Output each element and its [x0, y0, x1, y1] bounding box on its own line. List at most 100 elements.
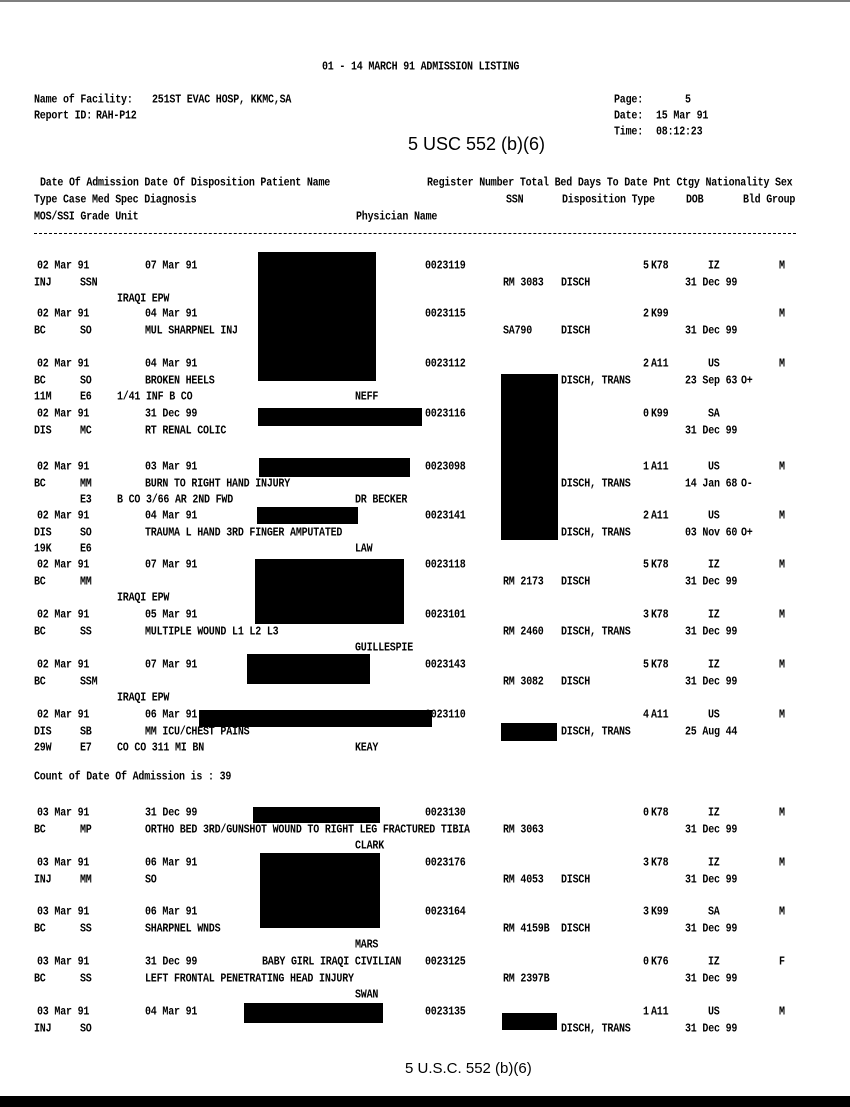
record-bld-group: O- [741, 477, 753, 491]
record-diagnosis: BURN TO RIGHT HAND INJURY [145, 477, 291, 491]
record-bed-days: 0 [643, 807, 649, 821]
record-nationality: US [708, 1006, 720, 1020]
record-diagnosis: LEFT FRONTAL PENETRATING HEAD INJURY [145, 972, 354, 986]
record-type: INJ [34, 276, 52, 290]
record-disposition-type: DISCH, TRANS [561, 725, 631, 739]
redaction-block [501, 374, 558, 540]
record-case-med-spec: MM [80, 575, 92, 589]
record-sex: M [779, 559, 785, 573]
col-header-line1: Date Of Admission Date Of Disposition Pa… [40, 177, 331, 191]
record-physician: KEAY [355, 742, 379, 756]
exemption-stamp-bottom: 5 U.S.C. 552 (b)(6) [405, 1060, 532, 1077]
record-bed-days: 0 [643, 956, 649, 970]
record-disposition-type: DISCH [561, 324, 591, 338]
record-admit-date: 03 Mar 91 [37, 1006, 90, 1020]
record-admit-date: 02 Mar 91 [37, 358, 90, 372]
record-nationality: IZ [708, 956, 720, 970]
record-ssn: RM 2173 [503, 575, 544, 589]
record-type: BC [34, 625, 46, 639]
record-case-med-spec: SO [80, 526, 92, 540]
record-bld-group: O+ [741, 374, 753, 388]
record-dob: 31 Dec 99 [685, 424, 738, 438]
record-disp-date: 31 Dec 99 [145, 807, 198, 821]
record-diagnosis: MM ICU/CHEST PAINS [145, 725, 250, 739]
record-type: BC [34, 575, 46, 589]
record-sex: M [779, 659, 785, 673]
record-ctgy: K78 [651, 609, 669, 623]
record-nationality: IZ [708, 559, 720, 573]
record-bed-days: 5 [643, 559, 649, 573]
record-register: 0023143 [425, 659, 466, 673]
record-type: BC [34, 374, 46, 388]
record-dob: 31 Dec 99 [685, 575, 738, 589]
record-ctgy: K78 [651, 260, 669, 274]
record-nationality: US [708, 461, 720, 475]
record-register: 0023101 [425, 609, 466, 623]
report-id-label: Report ID: [34, 110, 93, 124]
record-type: DIS [34, 526, 52, 540]
record-disp-date: 04 Mar 91 [145, 358, 198, 372]
record-ssn: RM 4053 [503, 873, 544, 887]
record-case-med-spec: SO [80, 374, 92, 388]
record-case-med-spec: MM [80, 477, 92, 491]
scan-edge-top [0, 0, 850, 2]
record-physician: MARS [355, 939, 379, 953]
record-mos: 19K [34, 543, 52, 557]
record-admit-date: 02 Mar 91 [37, 609, 90, 623]
record-ssn: RM 2460 [503, 625, 544, 639]
record-disposition-type: DISCH [561, 873, 591, 887]
record-disp-date: 06 Mar 91 [145, 857, 198, 871]
record-ctgy: K78 [651, 807, 669, 821]
record-ctgy: K99 [651, 408, 669, 422]
record-case-med-spec: SS [80, 922, 92, 936]
record-nationality: IZ [708, 260, 720, 274]
record-physician: LAW [355, 543, 373, 557]
record-bed-days: 2 [643, 510, 649, 524]
record-bed-days: 4 [643, 709, 649, 723]
record-nationality: US [708, 358, 720, 372]
record-bed-days: 2 [643, 308, 649, 322]
record-ssn: RM 3083 [503, 276, 544, 290]
record-dob: 31 Dec 99 [685, 972, 738, 986]
record-grade: E3 [80, 494, 92, 508]
record-nationality: US [708, 510, 720, 524]
record-admit-date: 02 Mar 91 [37, 308, 90, 322]
record-dob: 23 Sep 63 [685, 374, 738, 388]
record-bed-days: 3 [643, 609, 649, 623]
record-disp-date: 04 Mar 91 [145, 308, 198, 322]
record-dob: 31 Dec 99 [685, 276, 738, 290]
record-diagnosis: RT RENAL COLIC [145, 424, 227, 438]
record-case-med-spec: SO [80, 324, 92, 338]
record-bed-days: 3 [643, 906, 649, 920]
record-diagnosis: ORTHO BED 3RD/GUNSHOT WOUND TO RIGHT LEG… [145, 823, 470, 837]
record-ctgy: K99 [651, 308, 669, 322]
facility-value: 251ST EVAC HOSP, KKMC,SA [152, 94, 292, 108]
record-ctgy: A11 [651, 709, 669, 723]
record-unit: IRAQI EPW [117, 293, 170, 307]
col-header-ssn: SSN [506, 194, 524, 208]
record-register: 0023164 [425, 906, 466, 920]
record-register: 0023135 [425, 1006, 466, 1020]
record-case-med-spec: SB [80, 725, 92, 739]
record-register: 0023110 [425, 709, 466, 723]
record-register: 0023176 [425, 857, 466, 871]
record-register: 0023141 [425, 510, 466, 524]
record-register: 0023125 [425, 956, 466, 970]
record-disp-date: 06 Mar 91 [145, 906, 198, 920]
record-ssn: RM 3063 [503, 823, 544, 837]
record-sex: M [779, 807, 785, 821]
record-disp-date: 07 Mar 91 [145, 659, 198, 673]
redaction-block [199, 710, 432, 727]
page-number: 5 [685, 94, 691, 108]
record-disposition-type: DISCH, TRANS [561, 625, 631, 639]
record-ctgy: K76 [651, 956, 669, 970]
record-physician: GUILLESPIE [355, 642, 414, 656]
record-disposition-type: DISCH [561, 276, 591, 290]
record-sex: M [779, 510, 785, 524]
record-ssn: RM 2397B [503, 972, 550, 986]
record-grade: E7 [80, 742, 92, 756]
record-mos: 11M [34, 391, 52, 405]
date-label: Date: [614, 110, 644, 124]
record-nationality: IZ [708, 857, 720, 871]
record-bed-days: 2 [643, 358, 649, 372]
